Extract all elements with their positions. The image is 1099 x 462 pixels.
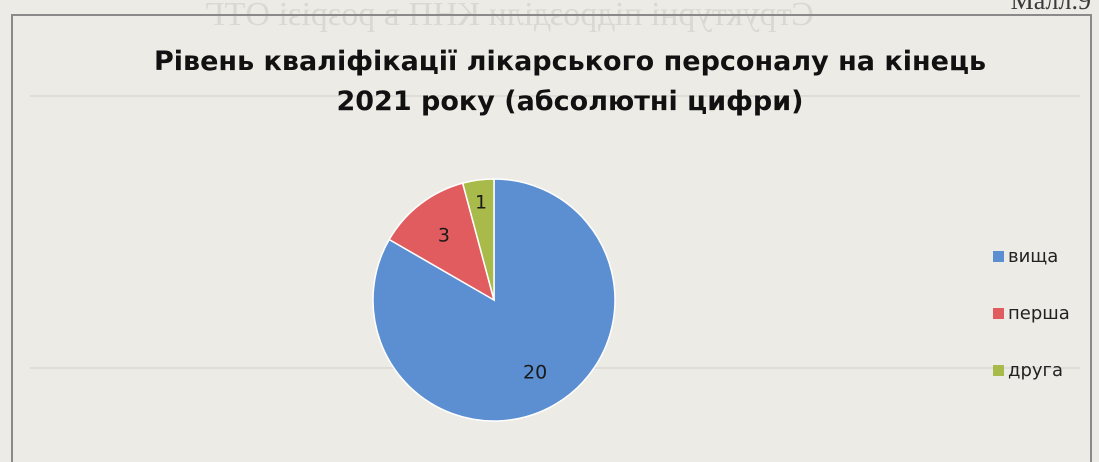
- data-label-druha: 1: [475, 192, 487, 214]
- legend-swatch-persha: [993, 308, 1004, 319]
- chart-legend: вища перша друга: [993, 243, 1070, 414]
- data-label-vyshcha: 20: [523, 361, 547, 383]
- legend-swatch-vyshcha: [993, 251, 1004, 262]
- legend-item-vyshcha: вища: [993, 243, 1070, 269]
- legend-label-vyshcha: вища: [1008, 246, 1058, 267]
- legend-item-persha: перша: [993, 300, 1070, 326]
- legend-label-druha: друга: [1008, 360, 1063, 381]
- legend-item-druha: друга: [993, 357, 1070, 383]
- legend-swatch-druha: [993, 365, 1004, 376]
- legend-label-persha: перша: [1008, 303, 1070, 324]
- data-label-persha: 3: [438, 225, 450, 247]
